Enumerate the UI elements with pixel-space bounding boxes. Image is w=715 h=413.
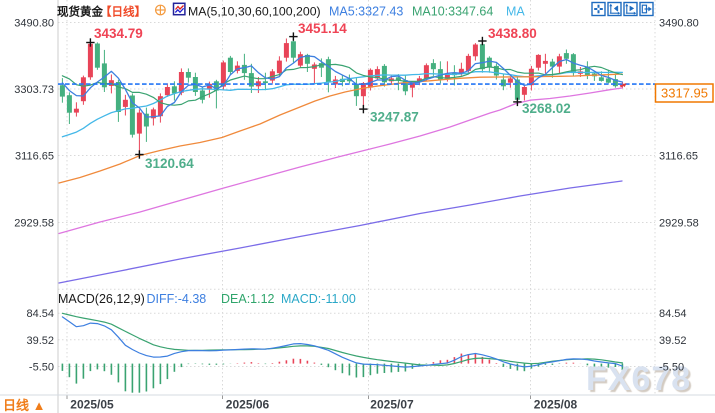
svg-text:3451.14: 3451.14 <box>298 21 347 36</box>
svg-text:DEA:1.12: DEA:1.12 <box>221 292 275 306</box>
svg-text:日线 ▲: 日线 ▲ <box>3 398 45 413</box>
svg-text:MA(5,10,30,60,100,200): MA(5,10,30,60,100,200) <box>188 5 321 19</box>
svg-text:-5.50: -5.50 <box>29 362 54 374</box>
svg-text:3268.02: 3268.02 <box>522 101 571 116</box>
svg-text:84.54: 84.54 <box>659 308 687 320</box>
svg-text:3434.79: 3434.79 <box>94 26 143 41</box>
svg-text:2025/05: 2025/05 <box>70 398 114 412</box>
svg-text:2929.58: 2929.58 <box>14 218 54 230</box>
svg-text:【日线】: 【日线】 <box>100 5 146 19</box>
svg-text:MA10:3347.64: MA10:3347.64 <box>412 5 493 19</box>
svg-text:39.52: 39.52 <box>659 335 687 347</box>
svg-text:2025/08: 2025/08 <box>534 398 578 412</box>
svg-text:DIFF:-4.38: DIFF:-4.38 <box>147 292 207 306</box>
svg-text:-5.50: -5.50 <box>659 362 684 374</box>
svg-text:3116.65: 3116.65 <box>659 151 698 163</box>
svg-text:2025/07: 2025/07 <box>370 398 414 412</box>
svg-text:39.52: 39.52 <box>26 335 54 347</box>
svg-text:3317.95: 3317.95 <box>661 86 708 101</box>
svg-text:3120.64: 3120.64 <box>145 156 194 171</box>
svg-text:现货黄金: 现货黄金 <box>57 5 103 19</box>
svg-text:MACD(26,12,9): MACD(26,12,9) <box>58 292 145 306</box>
svg-text:3490.80: 3490.80 <box>14 18 54 30</box>
svg-text:FX678: FX678 <box>586 360 691 398</box>
svg-text:MA5:3327.43: MA5:3327.43 <box>329 5 403 19</box>
svg-text:3438.80: 3438.80 <box>488 26 537 41</box>
svg-text:2025/06: 2025/06 <box>226 398 270 412</box>
svg-text:3303.73: 3303.73 <box>14 84 54 96</box>
svg-text:MA: MA <box>506 5 525 19</box>
svg-text:3247.87: 3247.87 <box>370 110 419 125</box>
svg-text:3116.65: 3116.65 <box>15 151 54 163</box>
svg-text:MACD:-11.00: MACD:-11.00 <box>281 292 356 306</box>
svg-text:3490.80: 3490.80 <box>659 18 699 30</box>
svg-text:2929.58: 2929.58 <box>659 218 699 230</box>
svg-text:84.54: 84.54 <box>26 308 54 320</box>
